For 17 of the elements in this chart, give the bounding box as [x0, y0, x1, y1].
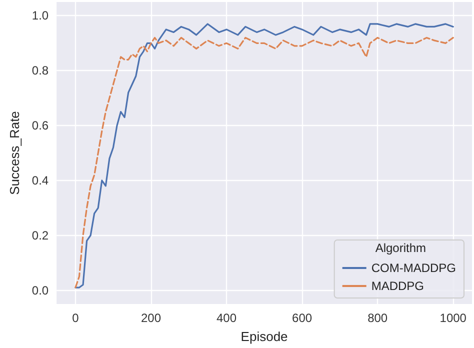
x-tick-label: 0 — [72, 311, 80, 325]
legend-label: COM-MADDPG — [371, 261, 456, 275]
x-tick-label: 1000 — [440, 311, 467, 325]
x-tick-label: 800 — [368, 311, 388, 325]
y-tick-label: 0.6 — [32, 118, 49, 133]
legend-label: MADDPG — [371, 279, 424, 293]
y-axis-title: Success_Rate — [7, 111, 22, 195]
y-tick-label: 0.0 — [32, 283, 49, 298]
x-axis-title: Episode — [240, 329, 288, 344]
legend-title: Algorithm — [375, 241, 426, 255]
y-tick-label: 0.8 — [32, 64, 49, 78]
y-tick-label: 0.2 — [32, 228, 49, 242]
y-tick-label: 0.4 — [32, 173, 49, 188]
x-tick-label: 200 — [140, 311, 162, 325]
x-tick-label: 400 — [216, 311, 237, 325]
x-tick-label: 600 — [292, 311, 312, 325]
y-tick-label: 1.0 — [32, 8, 49, 23]
